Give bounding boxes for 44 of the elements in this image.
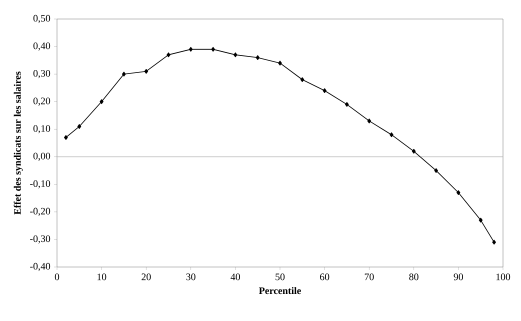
y-tick-label: 0,40 bbox=[33, 42, 50, 51]
y-tick-label: 0,00 bbox=[33, 152, 50, 161]
point bbox=[100, 99, 104, 104]
x-tick-label: 10 bbox=[97, 274, 106, 280]
y-axis-title: Effet des syndicats sur les salaires bbox=[14, 72, 23, 215]
point bbox=[77, 124, 82, 129]
point bbox=[390, 132, 394, 138]
x-tick-label: 60 bbox=[320, 274, 330, 280]
y-tick-label: -0,20 bbox=[30, 208, 50, 216]
point bbox=[278, 60, 282, 66]
point bbox=[492, 240, 496, 245]
point bbox=[322, 88, 326, 94]
y-tick-label: 0,20 bbox=[33, 98, 50, 106]
point bbox=[122, 72, 126, 77]
point bbox=[367, 118, 372, 124]
point bbox=[412, 148, 416, 154]
x-tick-label: 70 bbox=[364, 274, 374, 280]
point bbox=[166, 52, 170, 58]
x-tick-label: 80 bbox=[409, 274, 418, 280]
point bbox=[300, 77, 304, 82]
x-tick-label: 20 bbox=[142, 274, 151, 280]
y-tick-label: 0,50 bbox=[33, 14, 50, 24]
point bbox=[144, 68, 148, 74]
point bbox=[64, 135, 68, 140]
x-tick-label: 30 bbox=[186, 274, 196, 280]
x-tick-label: 100 bbox=[496, 274, 510, 280]
x-tick-label: 90 bbox=[454, 274, 464, 280]
x-tick-label: 50 bbox=[276, 274, 285, 280]
point bbox=[434, 168, 438, 173]
point bbox=[478, 218, 483, 223]
y-tick-label: 0,30 bbox=[33, 70, 50, 78]
point bbox=[456, 190, 460, 195]
point bbox=[211, 46, 215, 52]
point bbox=[188, 46, 193, 52]
x-tick-label: 0 bbox=[54, 274, 60, 280]
y-tick-label: -0,10 bbox=[30, 180, 50, 188]
point bbox=[345, 102, 349, 107]
point bbox=[234, 52, 238, 58]
x-tick-label: 40 bbox=[230, 274, 240, 280]
y-tick-label: -0,30 bbox=[30, 235, 50, 244]
x-axis-title: Percentile bbox=[258, 287, 301, 294]
point bbox=[256, 55, 260, 60]
y-tick-label: 0,10 bbox=[33, 125, 50, 134]
y-tick-label: -0,40 bbox=[30, 262, 50, 272]
